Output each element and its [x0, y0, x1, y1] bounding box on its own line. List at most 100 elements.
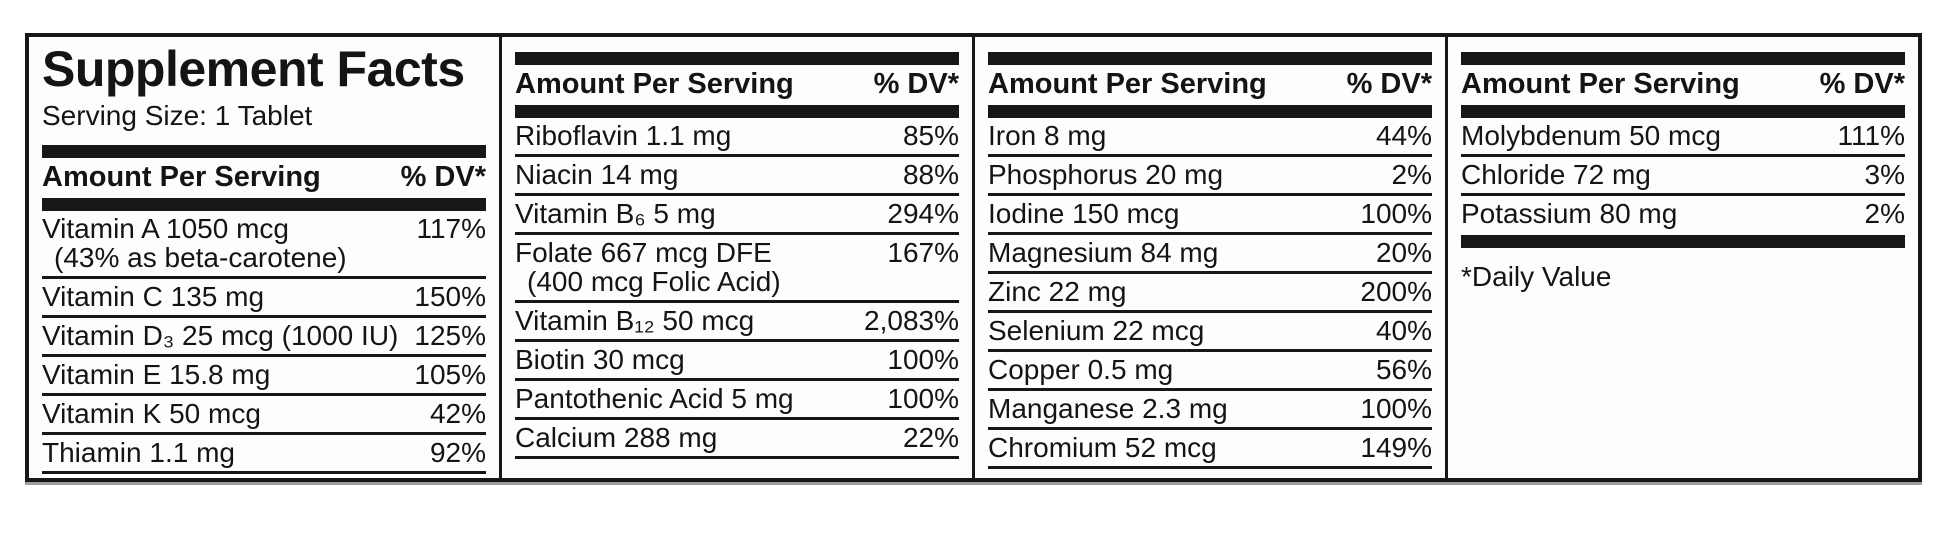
- nutrient-row: Vitamin B₁₂ 50 mcg 2,083%: [515, 303, 959, 342]
- nutrient-row: Vitamin K 50 mcg 42%: [42, 396, 486, 435]
- nutrient-name-text: Riboflavin 1.1 mg: [515, 120, 732, 151]
- nutrient-dv-value: 100%: [1360, 198, 1432, 229]
- thick-separator-bar: [515, 52, 959, 65]
- nutrient-name: Iodine 150 mcg: [988, 199, 1187, 228]
- nutrient-name: Vitamin B₁₂ 50 mcg: [515, 306, 762, 335]
- nutrient-dv-value: 2%: [1391, 159, 1432, 190]
- nutrient-name: Folate 667 mcg DFE (400 mcg Folic Acid): [515, 238, 789, 296]
- nutrient-name-text: Folate 667 mcg DFE: [515, 237, 772, 268]
- nutrient-name: Vitamin A 1050 mcg (43% as beta-carotene…: [42, 214, 355, 272]
- nutrient-name-text: Chloride 72 mg: [1461, 159, 1651, 190]
- nutrient-dv-value: 100%: [887, 344, 959, 375]
- header-dv-label: % DV*: [1346, 68, 1432, 100]
- nutrient-dv-value: 92%: [429, 437, 486, 468]
- nutrient-name-text: Molybdenum 50 mcg: [1461, 120, 1721, 151]
- nutrient-name: Thiamin 1.1 mg: [42, 438, 243, 467]
- nutrient-name-text: Vitamin D₃ 25 mcg (1000 IU): [42, 320, 399, 351]
- nutrient-name-text: Selenium 22 mcg: [988, 315, 1205, 346]
- nutrient-name: Magnesium 84 mg: [988, 238, 1226, 267]
- nutrient-rows: Molybdenum 50 mcg 111% Chloride 72 mg 3%…: [1461, 118, 1905, 231]
- nutrient-dv-value: 200%: [1360, 276, 1432, 307]
- nutrient-name-text: Chromium 52 mcg: [988, 432, 1217, 463]
- amount-per-serving-header: Amount Per Serving % DV*: [1461, 65, 1905, 105]
- nutrient-row: Molybdenum 50 mcg 111%: [1461, 118, 1905, 157]
- nutrient-dv-value: 85%: [902, 120, 959, 151]
- nutrient-row: Copper 0.5 mg 56%: [988, 352, 1432, 391]
- nutrient-subtext: (400 mcg Folic Acid): [527, 266, 781, 297]
- nutrient-name-text: Vitamin B₆ 5 mg: [515, 198, 716, 229]
- nutrient-subtext: (43% as beta-carotene): [54, 242, 347, 273]
- nutrient-name-text: Thiamin 1.1 mg: [42, 437, 235, 468]
- thick-separator-bar: [42, 145, 486, 158]
- nutrient-row: Calcium 288 mg 22%: [515, 420, 959, 459]
- nutrient-dv-value: 2%: [1864, 198, 1905, 229]
- nutrient-name: Chromium 52 mcg: [988, 433, 1225, 462]
- thick-separator-bar: [515, 105, 959, 118]
- nutrient-row: Vitamin B₆ 5 mg 294%: [515, 196, 959, 235]
- nutrient-name-text: Vitamin A 1050 mcg: [42, 213, 289, 244]
- nutrient-dv-value: 2,083%: [864, 305, 959, 336]
- nutrient-row: Zinc 22 mg 200%: [988, 274, 1432, 313]
- nutrient-name-text: Vitamin C 135 mg: [42, 281, 265, 312]
- nutrient-row: Pantothenic Acid 5 mg 100%: [515, 381, 959, 420]
- nutrient-name: Vitamin B₆ 5 mg: [515, 199, 724, 228]
- nutrient-row: Iodine 150 mcg 100%: [988, 196, 1432, 235]
- nutrient-row: Riboflavin 1.1 mg 85%: [515, 118, 959, 157]
- nutrient-dv-value: 42%: [429, 398, 486, 429]
- nutrient-rows: Vitamin A 1050 mcg (43% as beta-carotene…: [42, 211, 486, 474]
- nutrient-name: Vitamin E 15.8 mg: [42, 360, 278, 389]
- thick-separator-bar: [988, 105, 1432, 118]
- thick-separator-bar: [988, 52, 1432, 65]
- nutrient-row: Chromium 52 mcg 149%: [988, 430, 1432, 469]
- nutrient-dv-value: 40%: [1375, 315, 1432, 346]
- amount-per-serving-header: Amount Per Serving % DV*: [42, 158, 486, 198]
- nutrient-name-text: Calcium 288 mg: [515, 422, 718, 453]
- nutrient-name-text: Vitamin B₁₂ 50 mcg: [515, 305, 755, 336]
- nutrient-dv-value: 22%: [902, 422, 959, 453]
- nutrient-name-text: Niacin 14 mg: [515, 159, 679, 190]
- header-amount-label: Amount Per Serving: [515, 68, 794, 100]
- nutrient-name-text: Vitamin K 50 mcg: [42, 398, 261, 429]
- nutrient-name-text: Potassium 80 mg: [1461, 198, 1678, 229]
- nutrient-dv-value: 105%: [414, 359, 486, 390]
- facts-column-1: Supplement Facts Serving Size: 1 Tablet …: [29, 37, 502, 478]
- nutrient-row: Iron 8 mg 44%: [988, 118, 1432, 157]
- nutrient-name-text: Vitamin E 15.8 mg: [42, 359, 271, 390]
- thick-separator-bar: [1461, 105, 1905, 118]
- nutrient-name: Phosphorus 20 mg: [988, 160, 1231, 189]
- header-amount-label: Amount Per Serving: [1461, 68, 1740, 100]
- nutrient-name: Iron 8 mg: [988, 121, 1114, 150]
- nutrient-dv-value: 149%: [1360, 432, 1432, 463]
- nutrient-rows: Iron 8 mg 44% Phosphorus 20 mg 2% Iodine…: [988, 118, 1432, 469]
- nutrient-row: Phosphorus 20 mg 2%: [988, 157, 1432, 196]
- nutrient-dv-value: 111%: [1837, 120, 1905, 151]
- nutrient-dv-value: 125%: [414, 320, 486, 351]
- header-dv-label: % DV*: [873, 68, 959, 100]
- label-title: Supplement Facts: [42, 41, 465, 97]
- nutrient-name: Calcium 288 mg: [515, 423, 725, 452]
- nutrient-dv-value: 44%: [1375, 120, 1432, 151]
- nutrient-row: Vitamin C 135 mg 150%: [42, 279, 486, 318]
- nutrient-name: Potassium 80 mg: [1461, 199, 1685, 228]
- nutrient-name: Manganese 2.3 mg: [988, 394, 1236, 423]
- nutrient-row: Niacin 14 mg 88%: [515, 157, 959, 196]
- serving-size-text: Serving Size: 1 Tablet: [42, 100, 313, 131]
- facts-column-3: Amount Per Serving % DV* Iron 8 mg 44% P…: [975, 37, 1448, 478]
- nutrient-dv-value: 20%: [1375, 237, 1432, 268]
- nutrient-row: Potassium 80 mg 2%: [1461, 196, 1905, 231]
- nutrient-row: Vitamin E 15.8 mg 105%: [42, 357, 486, 396]
- nutrient-name: Zinc 22 mg: [988, 277, 1135, 306]
- header-dv-label: % DV*: [1819, 68, 1905, 100]
- nutrient-row: Vitamin D₃ 25 mcg (1000 IU) 125%: [42, 318, 486, 357]
- nutrient-name: Chloride 72 mg: [1461, 160, 1659, 189]
- nutrient-row: Vitamin A 1050 mcg (43% as beta-carotene…: [42, 211, 486, 279]
- nutrient-dv-value: 167%: [887, 237, 959, 268]
- nutrient-dv-value: 88%: [902, 159, 959, 190]
- nutrient-name-text: Pantothenic Acid 5 mg: [515, 383, 794, 414]
- header-dv-label: % DV*: [400, 161, 486, 193]
- nutrient-name: Vitamin C 135 mg: [42, 282, 272, 311]
- nutrient-name-text: Iodine 150 mcg: [988, 198, 1180, 229]
- nutrient-name: Vitamin K 50 mcg: [42, 399, 269, 428]
- nutrient-name-text: Manganese 2.3 mg: [988, 393, 1228, 424]
- nutrient-name-text: Biotin 30 mcg: [515, 344, 685, 375]
